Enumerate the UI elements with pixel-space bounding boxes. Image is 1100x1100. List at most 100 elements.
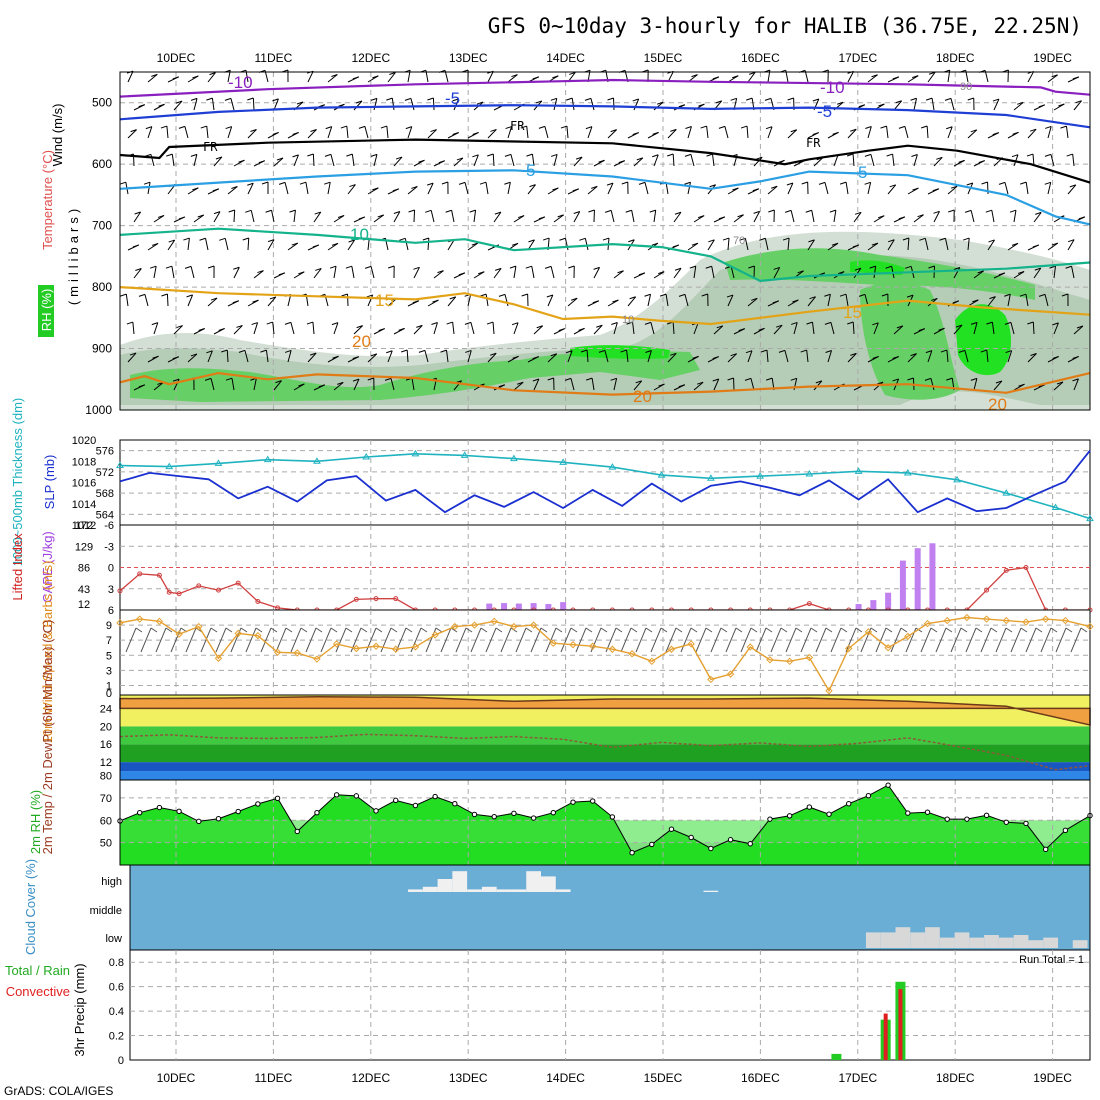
wind-barb-flag [296,101,304,105]
wind-barb-flag [656,101,664,105]
wind-barb-shaft [991,322,995,335]
wind-barb-shaft [693,322,699,335]
wind-barb-flag [314,211,321,215]
wind-barb-flag [218,327,225,331]
wind-barb-flag [670,128,677,132]
wind-barb-shaft [367,294,374,307]
convective-precip-bar [883,1013,888,1060]
wind-barb-shaft [187,294,194,307]
wind-barb-flag [980,349,987,353]
wind-barb-flag [837,271,845,275]
wind-barb-shaft [226,349,229,363]
wind-barb-flag [684,153,692,157]
wind-barb-flag [985,209,992,213]
wind-barb-shaft [526,126,529,139]
surface-wind-barbs [125,627,1088,653]
wind-barb-shaft [513,381,524,391]
surface-barb-flag [300,627,308,633]
rh-point [905,810,911,816]
wind-barb-flag [568,265,575,269]
wind-barb-shaft [493,211,502,223]
slp-thickness-panel: 564 568 572 576 1012 1014 1016 1018 1020 1000~50… [10,398,1094,566]
wind-barb-flag [315,267,322,271]
wind-barb-shaft [244,350,249,363]
rh-point [373,808,379,814]
lifted-index-point [176,591,182,597]
wind-barb-shaft [1067,239,1075,251]
date-label-bottom: 11DEC [255,1071,293,1085]
wind-barb-shaft [870,154,875,167]
wind-barb-shaft [171,154,175,167]
surface-barb-flag [1065,627,1073,633]
wind-barb-flag [1038,104,1045,108]
wind-barb-flag [532,76,540,80]
isotherm-label-p20b: 20 [633,387,652,406]
wind-barb-flag [512,355,519,359]
wind-barb-shaft [487,129,497,139]
wind-barb-shaft [653,210,657,223]
surface-barb-flag [465,627,473,633]
wind-barb-flag [751,297,758,301]
wind-barb-flag [338,103,345,107]
chart-title: GFS 0~10day 3-hourly for HALIB (36.75E, … [488,14,1082,38]
wind-barb-shaft [713,378,720,391]
wind-barb-shaft [293,154,299,167]
wind-barb-shaft [327,74,338,83]
wind-barb-flag [981,181,988,185]
rh-point [274,795,281,802]
wind-barb-shaft [873,381,884,391]
wind-barb-flag [165,265,173,269]
wind-barb-flag [284,321,292,325]
wind-barb-flag [912,187,919,191]
wind-barb-flag [526,153,533,157]
wind-barb-shaft [485,182,489,195]
wind-barb-flag [812,132,819,136]
wind-barb-shaft [367,353,378,363]
wind-barb-flag [722,237,730,241]
wind-barb-flag [709,184,716,188]
isotherm-label-m10b: -10 [820,78,845,97]
wind-barb-shaft [147,243,159,251]
high-cloud-bar [496,889,512,892]
wind-barb-shaft [787,182,794,195]
rh-point [727,837,734,843]
wind-barb-flag [812,98,819,102]
wind-speed-point [195,622,203,631]
surface-barb-shaft [680,627,692,653]
wind-barb-flag [416,324,423,328]
surface-barb-flag [960,627,968,633]
wind-barb-flag [494,211,502,215]
wind-barb-shaft [853,212,862,223]
surface-barb-flag [240,627,248,633]
wind-barb-shaft [650,322,655,335]
wind-barb-flag [771,185,778,189]
wind-barb-flag [1044,153,1052,157]
wind-barb-shaft [607,129,617,139]
surface-barb-shaft [830,627,842,653]
rh-label-10: 10 [622,314,634,326]
wind-barb-shaft [347,239,355,251]
wind-barb-shaft [213,211,221,223]
wind-barb-flag [161,293,168,297]
surface-barb-flag [225,627,233,633]
wind-barb-shaft [667,129,677,139]
wind-barb-flag [504,181,511,185]
wind-barb-flag [472,131,479,135]
wind-barb-flag [517,381,524,385]
wind-barb-shaft [973,378,978,391]
slp-tick-label: 1020 [72,435,96,447]
wind-barb-flag [566,97,573,101]
thickness-point [362,453,371,460]
ylabel-rh-2m: 2m RH (%) [28,790,43,854]
rh-tick-label: 60 [100,815,112,827]
top-date-axis: 10DEC 11DEC 12DEC 13DEC 14DEC 15DEC 16DEC 17DEC… [157,51,1073,65]
wind-barb-shaft [411,378,415,391]
wind-barb-flag [635,380,642,384]
precip-tick-label: 0.8 [109,957,124,969]
wind-barb-shaft [467,242,479,251]
isotherm-line [119,371,1091,396]
wind-barb-shaft [672,321,675,335]
surface-barb-flag [525,627,533,633]
surface-barb-flag [480,627,488,633]
thickness-point [214,459,223,466]
